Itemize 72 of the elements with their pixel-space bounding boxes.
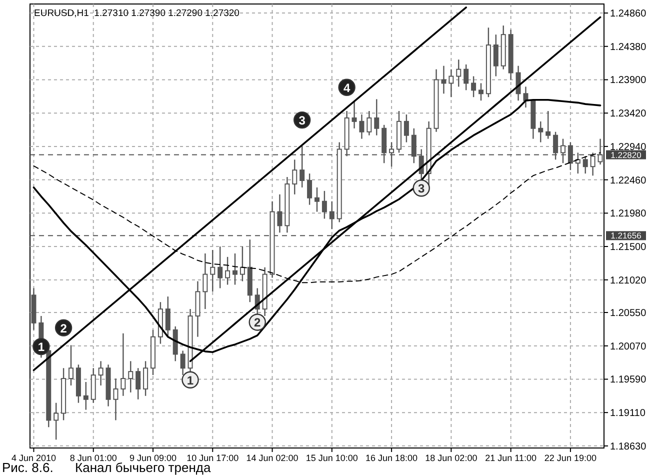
candlestick (98, 360, 104, 386)
chart-title: EURUSD,H1 1.27310 1.27390 1.27290 1.27320 (34, 8, 240, 19)
candlestick (366, 110, 372, 136)
x-tick-label: 8 Jun 01:00 (70, 453, 117, 463)
candlestick (448, 68, 454, 98)
candlestick (232, 252, 238, 286)
candlestick (292, 159, 298, 195)
candlestick (538, 120, 544, 143)
candlestick (180, 350, 186, 376)
candlestick (464, 64, 469, 91)
annotation: 2 (60, 321, 68, 336)
candlestick (314, 186, 320, 212)
y-tick-label: 1.23900 (610, 75, 647, 86)
candlestick (136, 367, 141, 400)
candlestick (113, 378, 118, 421)
ref-line-label: 1.21656 (610, 230, 642, 241)
annotation: 3 (298, 114, 306, 128)
candlestick (471, 76, 476, 98)
candlestick (352, 101, 357, 129)
annotation: 4 (343, 80, 350, 95)
candlestick (523, 86, 528, 108)
x-tick-label: 10 Jun 17:00 (186, 453, 239, 463)
candlestick (456, 58, 462, 88)
candlestick (128, 360, 134, 394)
candlestick (225, 256, 230, 286)
candlestick (322, 190, 327, 220)
annotation: 1 (38, 340, 45, 354)
y-tick-label: 1.22460 (610, 175, 647, 186)
candlestick (307, 172, 312, 206)
x-tick-label: 14 Jun 02:00 (246, 453, 298, 463)
y-tick-label: 1.18630 (610, 441, 647, 452)
x-tick-label: 18 Jun 02:00 (425, 453, 478, 463)
candlestick (582, 156, 588, 174)
text: Рис. 8.6. Канал бычьего тренда (2, 460, 212, 475)
candlestick (68, 344, 74, 386)
y-tick-label: 1.21020 (610, 275, 647, 286)
candlestick (329, 200, 334, 230)
candlestick (83, 381, 88, 410)
y-tick-label: 1.19110 (610, 408, 646, 420)
x-tick-label: 21 Jun 11:00 (485, 453, 537, 463)
candlestick (359, 114, 364, 140)
x-tick-label: 16 Jun 18:00 (366, 453, 418, 463)
y-tick-label: 1.21980 (610, 208, 647, 220)
y-tick-label: 1.23420 (610, 108, 647, 120)
candlestick (240, 246, 245, 282)
candlestick (120, 332, 126, 396)
x-tick-label: 9 Jun 09:00 (129, 453, 177, 463)
annotation: 2 (254, 316, 262, 330)
y-tick-label: 1.20070 (610, 341, 647, 352)
x-tick-label: 15 Jun 10:00 (306, 453, 358, 463)
candlestick (277, 194, 282, 234)
candlestick (54, 402, 59, 440)
y-tick-label: 1.20550 (610, 308, 647, 320)
y-tick-label: 1.19590 (610, 374, 647, 386)
y-tick-label: 1.24380 (610, 42, 647, 53)
candlestick (546, 110, 551, 140)
candlestick (210, 249, 216, 292)
candlestick (202, 252, 208, 310)
candlestick (441, 65, 446, 94)
candlestick (374, 98, 380, 136)
candlestick (404, 114, 409, 143)
x-tick-label: 4 Jun 2010 (11, 453, 56, 463)
x-tick-label: 22 Jun 19:00 (544, 453, 596, 463)
candlestick (218, 246, 223, 289)
candlestick (478, 82, 484, 102)
candlestick (493, 34, 498, 77)
candlestick (165, 296, 170, 338)
annotation: 1 (186, 373, 194, 388)
candlestick (143, 360, 148, 396)
y-tick-label: 1.24860 (610, 8, 647, 20)
y-tick-label: 1.21500 (610, 242, 647, 253)
annotation: 3 (418, 182, 426, 196)
